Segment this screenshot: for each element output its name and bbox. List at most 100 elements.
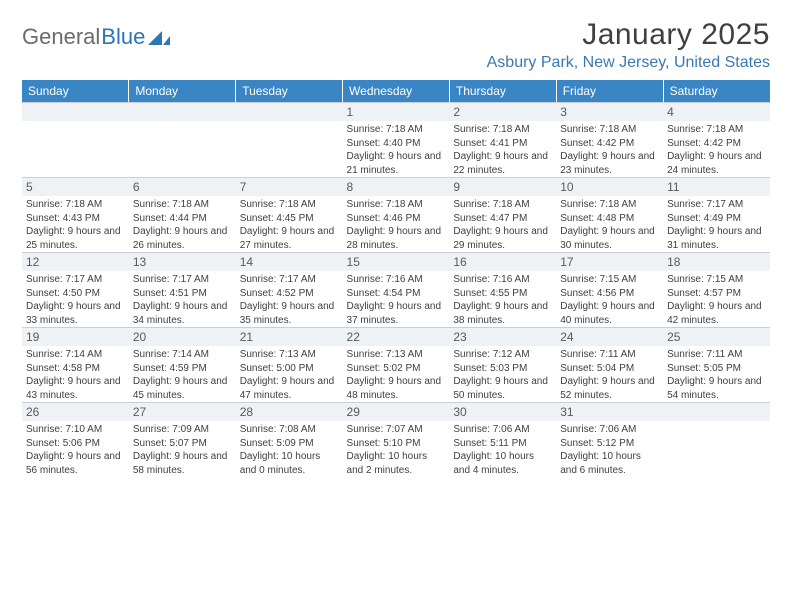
day-details: Sunrise: 7:16 AMSunset: 4:55 PMDaylight:… bbox=[449, 271, 556, 327]
day-number: 11 bbox=[663, 177, 770, 196]
day-number: 16 bbox=[449, 252, 556, 271]
weekday-header: Wednesday bbox=[343, 80, 450, 102]
calendar-day-cell: 7Sunrise: 7:18 AMSunset: 4:45 PMDaylight… bbox=[236, 177, 343, 252]
day-number: 21 bbox=[236, 327, 343, 346]
day-number: 10 bbox=[556, 177, 663, 196]
day-details: Sunrise: 7:18 AMSunset: 4:42 PMDaylight:… bbox=[556, 121, 663, 177]
logo-text-1: General bbox=[22, 24, 100, 50]
day-details: Sunrise: 7:18 AMSunset: 4:45 PMDaylight:… bbox=[236, 196, 343, 252]
calendar-week-row: 5Sunrise: 7:18 AMSunset: 4:43 PMDaylight… bbox=[22, 177, 770, 252]
logo-text-2: Blue bbox=[101, 24, 145, 50]
calendar-day-cell: 25Sunrise: 7:11 AMSunset: 5:05 PMDayligh… bbox=[663, 327, 770, 402]
day-number: 29 bbox=[343, 402, 450, 421]
calendar-header-row: SundayMondayTuesdayWednesdayThursdayFrid… bbox=[22, 80, 770, 102]
day-details: Sunrise: 7:10 AMSunset: 5:06 PMDaylight:… bbox=[22, 421, 129, 477]
day-number: 18 bbox=[663, 252, 770, 271]
calendar-day-cell: 2Sunrise: 7:18 AMSunset: 4:41 PMDaylight… bbox=[449, 102, 556, 177]
weekday-header: Saturday bbox=[663, 80, 770, 102]
day-details: Sunrise: 7:08 AMSunset: 5:09 PMDaylight:… bbox=[236, 421, 343, 477]
calendar-day-cell bbox=[236, 102, 343, 177]
day-details: Sunrise: 7:17 AMSunset: 4:50 PMDaylight:… bbox=[22, 271, 129, 327]
weekday-header: Tuesday bbox=[236, 80, 343, 102]
weekday-header: Monday bbox=[129, 80, 236, 102]
weekday-header: Thursday bbox=[449, 80, 556, 102]
day-number: 8 bbox=[343, 177, 450, 196]
day-details: Sunrise: 7:13 AMSunset: 5:00 PMDaylight:… bbox=[236, 346, 343, 402]
calendar-day-cell: 3Sunrise: 7:18 AMSunset: 4:42 PMDaylight… bbox=[556, 102, 663, 177]
day-number: 13 bbox=[129, 252, 236, 271]
calendar-day-cell: 14Sunrise: 7:17 AMSunset: 4:52 PMDayligh… bbox=[236, 252, 343, 327]
calendar-day-cell: 17Sunrise: 7:15 AMSunset: 4:56 PMDayligh… bbox=[556, 252, 663, 327]
day-details: Sunrise: 7:16 AMSunset: 4:54 PMDaylight:… bbox=[343, 271, 450, 327]
day-details: Sunrise: 7:13 AMSunset: 5:02 PMDaylight:… bbox=[343, 346, 450, 402]
day-number: 1 bbox=[343, 102, 450, 121]
calendar-day-cell: 30Sunrise: 7:06 AMSunset: 5:11 PMDayligh… bbox=[449, 402, 556, 477]
calendar-day-cell: 5Sunrise: 7:18 AMSunset: 4:43 PMDaylight… bbox=[22, 177, 129, 252]
calendar-day-cell: 24Sunrise: 7:11 AMSunset: 5:04 PMDayligh… bbox=[556, 327, 663, 402]
calendar-day-cell: 4Sunrise: 7:18 AMSunset: 4:42 PMDaylight… bbox=[663, 102, 770, 177]
day-number: 31 bbox=[556, 402, 663, 421]
calendar-day-cell: 26Sunrise: 7:10 AMSunset: 5:06 PMDayligh… bbox=[22, 402, 129, 477]
month-title: January 2025 bbox=[487, 18, 770, 52]
day-details: Sunrise: 7:14 AMSunset: 4:59 PMDaylight:… bbox=[129, 346, 236, 402]
day-details: Sunrise: 7:09 AMSunset: 5:07 PMDaylight:… bbox=[129, 421, 236, 477]
day-number: 6 bbox=[129, 177, 236, 196]
calendar-day-cell: 11Sunrise: 7:17 AMSunset: 4:49 PMDayligh… bbox=[663, 177, 770, 252]
day-details: Sunrise: 7:15 AMSunset: 4:57 PMDaylight:… bbox=[663, 271, 770, 327]
day-number: 24 bbox=[556, 327, 663, 346]
day-number: 19 bbox=[22, 327, 129, 346]
day-number: 5 bbox=[22, 177, 129, 196]
logo-sail-icon bbox=[148, 29, 170, 45]
calendar-day-cell: 12Sunrise: 7:17 AMSunset: 4:50 PMDayligh… bbox=[22, 252, 129, 327]
calendar-day-cell bbox=[129, 102, 236, 177]
day-number: 4 bbox=[663, 102, 770, 121]
day-number: 26 bbox=[22, 402, 129, 421]
calendar-week-row: 26Sunrise: 7:10 AMSunset: 5:06 PMDayligh… bbox=[22, 402, 770, 477]
day-number: 2 bbox=[449, 102, 556, 121]
calendar-week-row: 1Sunrise: 7:18 AMSunset: 4:40 PMDaylight… bbox=[22, 102, 770, 177]
day-number: 20 bbox=[129, 327, 236, 346]
calendar-day-cell: 22Sunrise: 7:13 AMSunset: 5:02 PMDayligh… bbox=[343, 327, 450, 402]
calendar-day-cell: 6Sunrise: 7:18 AMSunset: 4:44 PMDaylight… bbox=[129, 177, 236, 252]
day-number: 14 bbox=[236, 252, 343, 271]
calendar-day-cell: 28Sunrise: 7:08 AMSunset: 5:09 PMDayligh… bbox=[236, 402, 343, 477]
day-details: Sunrise: 7:14 AMSunset: 4:58 PMDaylight:… bbox=[22, 346, 129, 402]
header: GeneralBlue January 2025 Asbury Park, Ne… bbox=[22, 18, 770, 72]
day-details: Sunrise: 7:15 AMSunset: 4:56 PMDaylight:… bbox=[556, 271, 663, 327]
calendar-body: 1Sunrise: 7:18 AMSunset: 4:40 PMDaylight… bbox=[22, 102, 770, 477]
weekday-header: Sunday bbox=[22, 80, 129, 102]
day-number: 30 bbox=[449, 402, 556, 421]
day-details: Sunrise: 7:17 AMSunset: 4:49 PMDaylight:… bbox=[663, 196, 770, 252]
calendar-day-cell bbox=[22, 102, 129, 177]
day-details: Sunrise: 7:11 AMSunset: 5:05 PMDaylight:… bbox=[663, 346, 770, 402]
day-details: Sunrise: 7:18 AMSunset: 4:43 PMDaylight:… bbox=[22, 196, 129, 252]
calendar-week-row: 12Sunrise: 7:17 AMSunset: 4:50 PMDayligh… bbox=[22, 252, 770, 327]
calendar-day-cell: 29Sunrise: 7:07 AMSunset: 5:10 PMDayligh… bbox=[343, 402, 450, 477]
calendar-day-cell: 13Sunrise: 7:17 AMSunset: 4:51 PMDayligh… bbox=[129, 252, 236, 327]
day-details: Sunrise: 7:18 AMSunset: 4:48 PMDaylight:… bbox=[556, 196, 663, 252]
day-number: 7 bbox=[236, 177, 343, 196]
day-details: Sunrise: 7:06 AMSunset: 5:12 PMDaylight:… bbox=[556, 421, 663, 477]
calendar-week-row: 19Sunrise: 7:14 AMSunset: 4:58 PMDayligh… bbox=[22, 327, 770, 402]
location-subtitle: Asbury Park, New Jersey, United States bbox=[487, 54, 770, 72]
calendar-day-cell: 1Sunrise: 7:18 AMSunset: 4:40 PMDaylight… bbox=[343, 102, 450, 177]
day-details: Sunrise: 7:12 AMSunset: 5:03 PMDaylight:… bbox=[449, 346, 556, 402]
calendar-day-cell: 16Sunrise: 7:16 AMSunset: 4:55 PMDayligh… bbox=[449, 252, 556, 327]
day-number: 23 bbox=[449, 327, 556, 346]
day-number: 12 bbox=[22, 252, 129, 271]
day-number: 15 bbox=[343, 252, 450, 271]
day-details: Sunrise: 7:11 AMSunset: 5:04 PMDaylight:… bbox=[556, 346, 663, 402]
calendar-day-cell: 8Sunrise: 7:18 AMSunset: 4:46 PMDaylight… bbox=[343, 177, 450, 252]
day-details: Sunrise: 7:17 AMSunset: 4:52 PMDaylight:… bbox=[236, 271, 343, 327]
day-number: 25 bbox=[663, 327, 770, 346]
calendar-day-cell: 19Sunrise: 7:14 AMSunset: 4:58 PMDayligh… bbox=[22, 327, 129, 402]
calendar-day-cell: 9Sunrise: 7:18 AMSunset: 4:47 PMDaylight… bbox=[449, 177, 556, 252]
day-details: Sunrise: 7:18 AMSunset: 4:41 PMDaylight:… bbox=[449, 121, 556, 177]
logo: GeneralBlue bbox=[22, 18, 170, 50]
day-details: Sunrise: 7:18 AMSunset: 4:40 PMDaylight:… bbox=[343, 121, 450, 177]
calendar-table: SundayMondayTuesdayWednesdayThursdayFrid… bbox=[22, 80, 770, 477]
day-details: Sunrise: 7:17 AMSunset: 4:51 PMDaylight:… bbox=[129, 271, 236, 327]
calendar-day-cell: 27Sunrise: 7:09 AMSunset: 5:07 PMDayligh… bbox=[129, 402, 236, 477]
day-details: Sunrise: 7:18 AMSunset: 4:47 PMDaylight:… bbox=[449, 196, 556, 252]
calendar-day-cell: 21Sunrise: 7:13 AMSunset: 5:00 PMDayligh… bbox=[236, 327, 343, 402]
